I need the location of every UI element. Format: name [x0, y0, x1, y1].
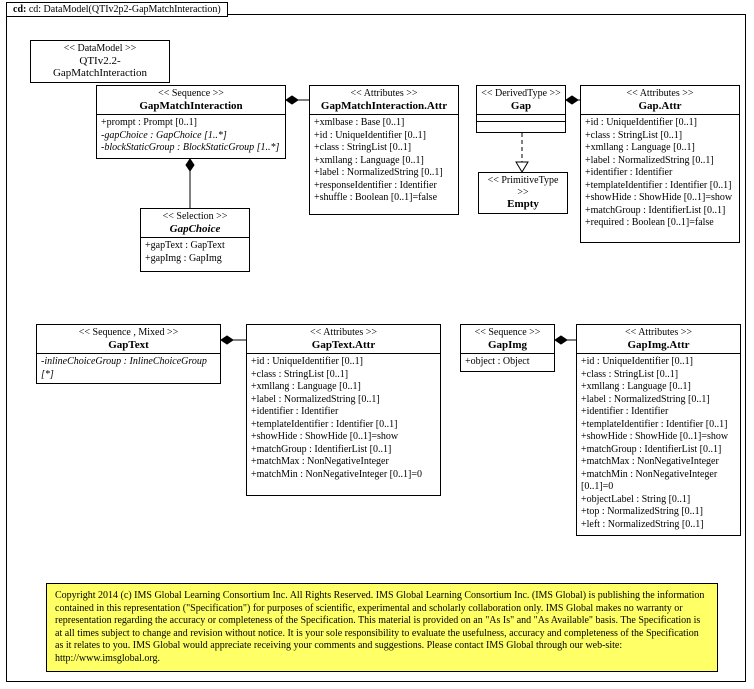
datamodel-stereo: << DataModel >>: [35, 43, 165, 55]
attrs: +id : UniqueIdentifier [0..1] +class : S…: [581, 115, 739, 232]
attrs: +prompt : Prompt [0..1] -gapChoice : Gap…: [97, 115, 285, 157]
datamodel-name: QTIv2.2-GapMatchInteraction: [35, 55, 165, 80]
box-gapimg-attr: << Attributes >> GapImg.Attr +id : Uniqu…: [576, 324, 741, 536]
box-gapchoice: << Selection >> GapChoice +gapText : Gap…: [140, 208, 250, 272]
tab-label: cd: DataModel(QTIv2p2-GapMatchInteractio…: [29, 4, 221, 15]
attrs: -inlineChoiceGroup : InlineChoiceGroup […: [37, 354, 220, 383]
box-gapmatchinteraction: << Sequence >> GapMatchInteraction +prom…: [96, 85, 286, 159]
box-gap-attr: << Attributes >> Gap.Attr +id : UniqueId…: [580, 85, 740, 243]
box-gap: << DerivedType >> Gap: [476, 85, 566, 133]
box-gapimg: << Sequence >> GapImg +object : Object: [460, 324, 555, 372]
diagram-tab: cd: cd: DataModel(QTIv2p2-GapMatchIntera…: [6, 2, 228, 17]
box-gapmatchinteraction-attr: << Attributes >> GapMatchInteraction.Att…: [309, 85, 459, 215]
box-empty: << PrimitiveType >> Empty: [478, 172, 568, 214]
attrs: +xmlbase : Base [0..1] +id : UniqueIdent…: [310, 115, 458, 207]
diagram-canvas: cd: cd: DataModel(QTIv2p2-GapMatchIntera…: [0, 0, 754, 689]
attrs: +gapText : GapText +gapImg : GapImg: [141, 238, 249, 267]
box-datamodel: << DataModel >> QTIv2.2-GapMatchInteract…: [30, 40, 170, 83]
attrs: +object : Object: [461, 354, 554, 371]
attrs: +id : UniqueIdentifier [0..1] +class : S…: [247, 354, 440, 483]
stereo: << Sequence >>: [101, 88, 281, 100]
class-name: GapMatchInteraction: [101, 100, 281, 113]
box-gaptext-attr: << Attributes >> GapText.Attr +id : Uniq…: [246, 324, 441, 496]
copyright-note: Copyright 2014 (c) IMS Global Learning C…: [46, 583, 718, 672]
box-gaptext: << Sequence , Mixed >> GapText -inlineCh…: [36, 324, 221, 384]
attrs: +id : UniqueIdentifier [0..1] +class : S…: [577, 354, 740, 533]
